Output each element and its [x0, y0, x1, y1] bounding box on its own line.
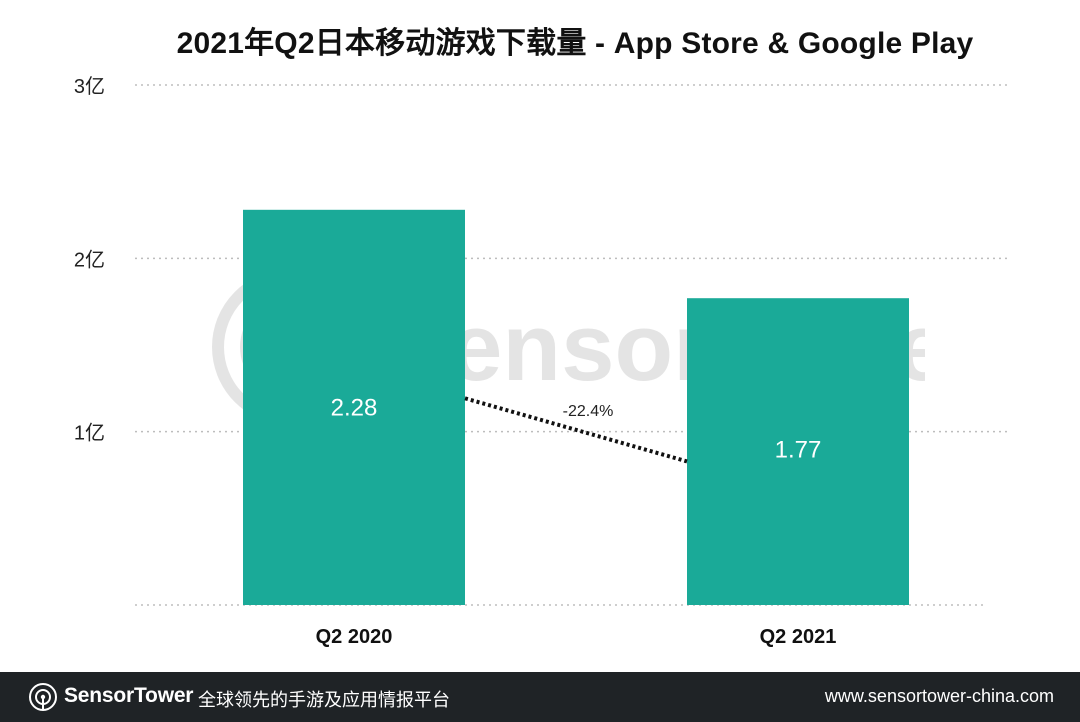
change-connector — [464, 396, 688, 464]
bar — [687, 298, 909, 605]
x-tick-label: Q2 2020 — [316, 626, 393, 648]
x-tick-label: Q2 2021 — [760, 626, 837, 648]
footer-tagline: 全球领先的手游及应用情报平台 — [198, 690, 450, 710]
y-tick-label: 1亿 — [74, 422, 105, 445]
bar-value-label: 2.28 — [331, 394, 378, 421]
footer-url[interactable]: www.sensortower-china.com — [824, 686, 1054, 706]
bar-chart: 1亿 2亿 3亿 2.28 Q2 2020 1.77 Q2 2021 -22.4% — [74, 75, 1010, 648]
bar-value-label: 1.77 — [775, 437, 822, 464]
sensortower-logo-icon — [29, 683, 57, 711]
footer-brand: SensorTower — [64, 684, 194, 707]
y-tick-label: 3亿 — [74, 75, 105, 98]
chart-title: 2021年Q2日本移动游戏下载量 - App Store & Google Pl… — [176, 27, 974, 60]
bar — [243, 209, 465, 606]
change-label: -22.4% — [563, 403, 614, 420]
y-tick-label: 2亿 — [74, 248, 105, 271]
footer-bar: SensorTower 全球领先的手游及应用情报平台 www.sensortow… — [0, 672, 1080, 722]
